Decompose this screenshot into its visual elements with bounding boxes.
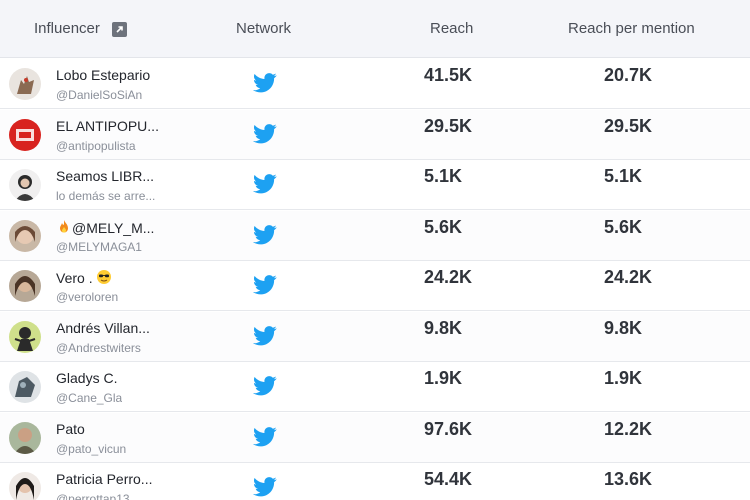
- table-row[interactable]: Gladys C. @Cane_Gla 1.9K 1.9K: [0, 362, 750, 412]
- influencer-handle: @MELYMAGA1: [56, 239, 142, 254]
- avatar-woman-icon[interactable]: [9, 219, 41, 252]
- twitter-icon[interactable]: [253, 73, 277, 93]
- reach-value: 29.5K: [424, 115, 473, 136]
- table-row[interactable]: Pato @pato_vicun 97.6K 12.2K: [0, 412, 750, 463]
- influencer-name-text: Vero .: [56, 270, 93, 286]
- avatar-wolf-icon[interactable]: [9, 68, 41, 100]
- column-header-influencer-label: Influencer: [34, 20, 100, 38]
- avatar-red-logo-icon[interactable]: [9, 118, 41, 151]
- avatar-person-icon[interactable]: [9, 371, 41, 403]
- table-row[interactable]: Lobo Estepario @DanielSoSiAn 41.5K 20.7K: [0, 59, 750, 109]
- reach-value: 1.9K: [424, 368, 463, 388]
- twitter-icon[interactable]: [253, 376, 277, 396]
- twitter-icon[interactable]: [253, 123, 277, 144]
- influencer-name-text: Pato: [56, 420, 85, 437]
- twitter-icon[interactable]: [253, 325, 277, 346]
- twitter-icon[interactable]: [253, 477, 277, 497]
- avatar-woman-icon[interactable]: [9, 472, 41, 500]
- twitter-icon[interactable]: [253, 426, 277, 447]
- influencer-name[interactable]: Pato: [56, 421, 85, 437]
- influencer-name-text: @MELY_M...: [72, 219, 155, 236]
- reach-value: 24.2K: [424, 267, 473, 287]
- influencer-name[interactable]: Vero .: [56, 269, 112, 286]
- influencer-name[interactable]: Andrés Villan...: [56, 320, 150, 336]
- table-row[interactable]: EL ANTIPOPU... @antipopulista 29.5K 29.5K: [0, 109, 750, 160]
- table-row[interactable]: Seamos LIBR... lo demás se arre... 5.1K 5.1…: [0, 160, 750, 210]
- influencer-name-text: Andrés Villan...: [56, 319, 150, 336]
- twitter-icon[interactable]: [253, 174, 277, 194]
- reach-value: 97.6K: [424, 418, 473, 439]
- table-row[interactable]: Patricia Perro... @perrottap13 54.4K 13.6K: [0, 463, 750, 500]
- influencer-name[interactable]: Seamos LIBR...: [56, 168, 154, 184]
- column-header-network[interactable]: Network: [236, 20, 292, 37]
- avatar-person-icon[interactable]: [9, 421, 41, 454]
- reach-per-mention-value: 13.6K: [604, 469, 653, 489]
- avatar-cartoon-icon[interactable]: [9, 320, 41, 353]
- influencer-handle: @perrottap13: [56, 492, 130, 500]
- influencer-handle: @Cane_Gla: [56, 391, 123, 405]
- reach-per-mention-value: 24.2K: [604, 267, 653, 287]
- reach-per-mention-value: 5.6K: [604, 216, 643, 237]
- reach-per-mention-value: 12.2K: [604, 418, 653, 439]
- influencer-name-text: EL ANTIPOPU...: [56, 117, 159, 134]
- influencer-name-text: Patricia Perro...: [56, 471, 153, 487]
- reach-value: 41.5K: [424, 65, 473, 85]
- avatar-woman-icon[interactable]: [9, 270, 41, 302]
- influencer-name[interactable]: EL ANTIPOPU...: [56, 118, 159, 134]
- external-link-icon[interactable]: [112, 21, 128, 37]
- column-header-influencer[interactable]: Influencer: [34, 0, 128, 58]
- table-header: Influencer Network Reach Reach per menti…: [0, 0, 750, 58]
- influencer-handle: @antipopulista: [56, 138, 136, 153]
- influencer-name-text: Seamos LIBR...: [56, 168, 155, 184]
- influencer-handle: @pato_vicun: [56, 441, 127, 456]
- reach-per-mention-value: 1.9K: [604, 368, 643, 388]
- table-row[interactable]: @MELY_M... @MELYMAGA1 5.6K 5.6K: [0, 210, 750, 261]
- fire-emoji-icon: [60, 219, 68, 232]
- twitter-icon[interactable]: [253, 275, 277, 295]
- influencer-name-text: Gladys C.: [56, 370, 118, 386]
- influencer-name[interactable]: Patricia Perro...: [56, 471, 152, 487]
- reach-per-mention-value: 20.7K: [604, 65, 653, 85]
- influencer-name[interactable]: Gladys C.: [56, 370, 117, 386]
- reach-per-mention-value: 29.5K: [604, 115, 653, 136]
- reach-value: 9.8K: [424, 317, 463, 338]
- influencer-handle: @DanielSoSiAn: [56, 88, 143, 102]
- influencer-handle: lo demás se arre...: [56, 189, 156, 203]
- avatar-person-icon[interactable]: [9, 169, 41, 201]
- column-header-reach-per-mention[interactable]: Reach per mention: [568, 20, 695, 37]
- reach-per-mention-value: 5.1K: [604, 166, 643, 186]
- reach-value: 5.6K: [424, 216, 463, 237]
- influencer-name-text: Lobo Estepario: [56, 67, 151, 83]
- table-row[interactable]: Andrés Villan... @Andrestwiters 9.8K 9.8K: [0, 311, 750, 362]
- table-row[interactable]: Vero . @veroloren 24.2K 24.2K: [0, 261, 750, 311]
- sunglasses-emoji-icon: [97, 270, 112, 284]
- reach-per-mention-value: 9.8K: [604, 317, 643, 338]
- influencer-name[interactable]: Lobo Estepario: [56, 67, 150, 83]
- twitter-icon[interactable]: [253, 224, 277, 245]
- reach-value: 54.4K: [424, 469, 473, 489]
- reach-value: 5.1K: [424, 166, 463, 186]
- influencer-name[interactable]: @MELY_M...: [56, 219, 154, 236]
- influencer-handle: @veroloren: [56, 290, 119, 304]
- influencer-handle: @Andrestwiters: [56, 340, 141, 355]
- column-header-reach[interactable]: Reach: [430, 20, 474, 37]
